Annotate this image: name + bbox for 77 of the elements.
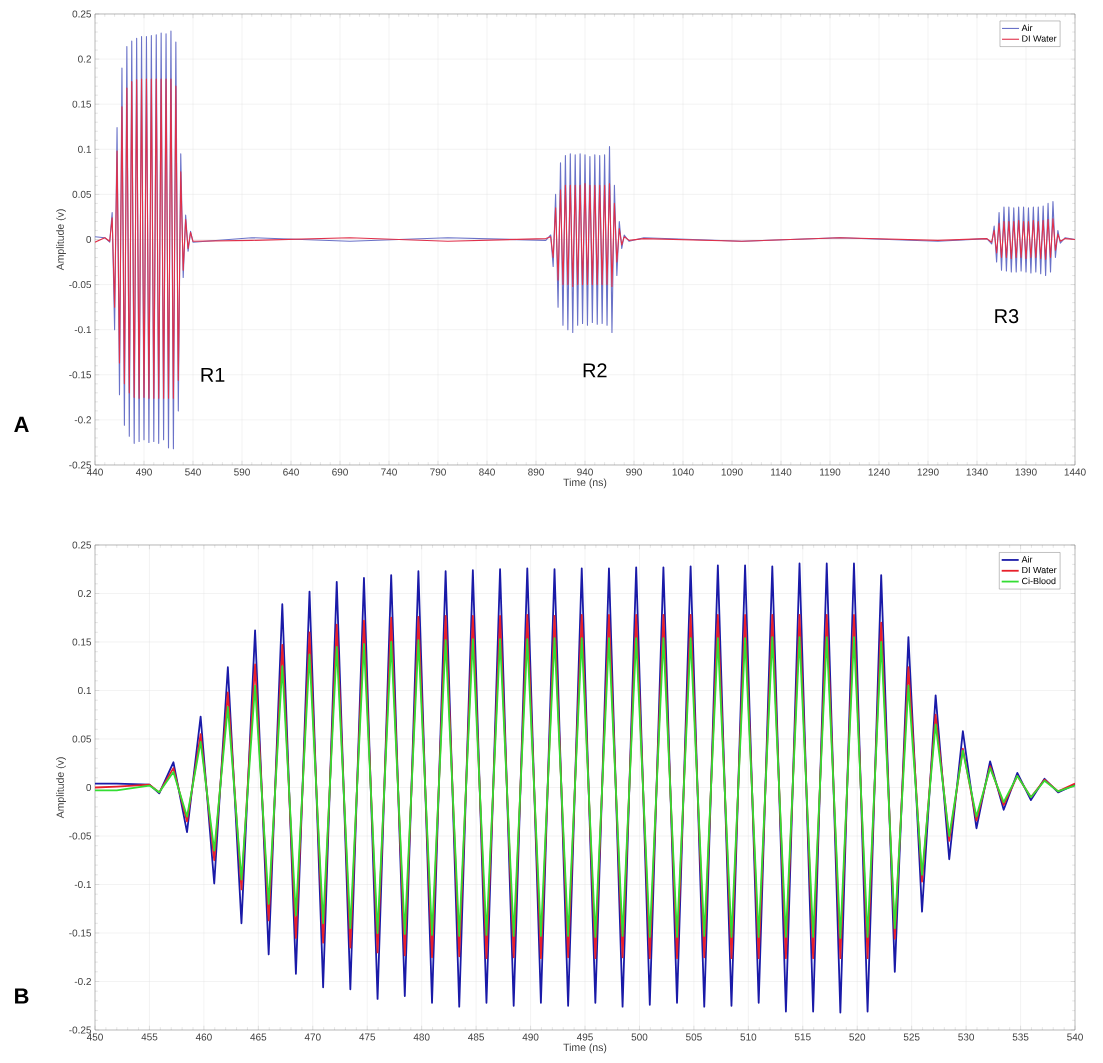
x-tick-label: 440 bbox=[86, 468, 103, 476]
x-tick-label: 990 bbox=[626, 468, 642, 476]
legend-label: Ci-Blood bbox=[1022, 577, 1056, 585]
x-tick-label: 515 bbox=[794, 1033, 811, 1041]
x-tick-label: 455 bbox=[141, 1033, 158, 1041]
x-tick-label: 1340 bbox=[966, 468, 988, 476]
x-tick-label: 535 bbox=[1012, 1033, 1029, 1041]
text: A bbox=[14, 416, 29, 432]
y-tick-label: 0.05 bbox=[72, 735, 92, 743]
y-tick-label: -0.25 bbox=[69, 1026, 92, 1034]
x-tick-label: 940 bbox=[577, 468, 593, 476]
y-tick-label: -0.2 bbox=[74, 977, 91, 986]
x-tick-label: 740 bbox=[381, 468, 397, 476]
x-tick-label: 1390 bbox=[1015, 468, 1037, 476]
y-tick-label: -0.15 bbox=[69, 929, 92, 937]
y-tick-label: -0.1 bbox=[74, 880, 91, 889]
x-tick-label: 525 bbox=[903, 1033, 920, 1041]
y-axis-title: Amplitude (v) bbox=[56, 757, 66, 819]
y-tick-label: 0.1 bbox=[78, 145, 91, 153]
y-tick-label: 0.25 bbox=[72, 10, 92, 18]
y-tick-label: -0.15 bbox=[69, 371, 92, 379]
x-tick-label: 1190 bbox=[820, 468, 841, 476]
x-tick-label: 530 bbox=[958, 1033, 975, 1041]
x-tick-label: 460 bbox=[195, 1033, 212, 1041]
text: B bbox=[15, 988, 29, 1004]
x-tick-label: 840 bbox=[479, 468, 495, 476]
x-axis-title: Time (ns) bbox=[563, 1043, 607, 1054]
y-tick-label: 0 bbox=[86, 235, 92, 244]
x-tick-label: 495 bbox=[576, 1033, 593, 1041]
x-tick-label: 450 bbox=[86, 1033, 103, 1041]
x-tick-label: 500 bbox=[631, 1033, 648, 1041]
x-tick-label: 1440 bbox=[1064, 468, 1086, 476]
y-tick-label: 0.15 bbox=[72, 100, 92, 108]
annotation: R2 bbox=[583, 363, 607, 378]
x-tick-label: 490 bbox=[522, 1033, 539, 1041]
x-tick-label: 640 bbox=[283, 468, 299, 476]
x-tick-label: 480 bbox=[413, 1033, 430, 1041]
y-tick-label: -0.05 bbox=[69, 832, 92, 840]
x-tick-label: 890 bbox=[528, 468, 544, 476]
x-tick-label: 690 bbox=[332, 468, 348, 476]
y-tick-label: -0.25 bbox=[69, 461, 92, 469]
x-tick-label: 590 bbox=[234, 468, 250, 476]
x-tick-label: 540 bbox=[185, 468, 201, 476]
x-tick-label: 1240 bbox=[868, 468, 890, 476]
x-tick-label: 1140 bbox=[771, 468, 792, 476]
y-tick-label: 0.2 bbox=[78, 589, 91, 598]
x-tick-label: 1290 bbox=[917, 468, 939, 476]
x-tick-label: 510 bbox=[740, 1033, 757, 1041]
x-tick-label: 520 bbox=[849, 1033, 866, 1041]
x-tick-label: 1090 bbox=[721, 468, 743, 476]
y-tick-label: -0.05 bbox=[69, 281, 92, 289]
y-tick-label: -0.1 bbox=[74, 326, 91, 334]
x-tick-label: 1040 bbox=[672, 468, 694, 476]
x-tick-label: 485 bbox=[468, 1033, 485, 1041]
annotation: R1 bbox=[201, 367, 225, 382]
x-tick-label: 475 bbox=[359, 1033, 376, 1041]
y-tick-label: 0.1 bbox=[78, 686, 91, 695]
y-tick-label: 0.25 bbox=[72, 541, 92, 549]
legend-label: DI Water bbox=[1022, 566, 1057, 574]
legend-label: Air bbox=[1021, 555, 1033, 563]
y-axis-title: Amplitude (v) bbox=[56, 209, 66, 271]
x-tick-label: 505 bbox=[685, 1033, 702, 1041]
x-tick-label: 790 bbox=[430, 468, 446, 476]
legend-label: DI Water bbox=[1022, 35, 1057, 42]
y-tick-label: 0.15 bbox=[72, 638, 92, 646]
y-tick-label: 0.2 bbox=[78, 55, 91, 63]
y-tick-label: 0 bbox=[86, 783, 92, 792]
x-tick-label: 540 bbox=[1067, 1033, 1083, 1041]
line-series bbox=[95, 78, 1076, 399]
annotation: R3 bbox=[995, 309, 1019, 324]
x-tick-label: 490 bbox=[135, 468, 152, 476]
x-tick-label: 465 bbox=[250, 1033, 267, 1041]
x-tick-label: 470 bbox=[304, 1033, 321, 1041]
y-tick-label: -0.2 bbox=[74, 416, 91, 424]
legend-label: Air bbox=[1021, 24, 1033, 31]
x-axis-title: Time (ns) bbox=[563, 478, 607, 489]
y-tick-label: 0.05 bbox=[72, 190, 92, 198]
